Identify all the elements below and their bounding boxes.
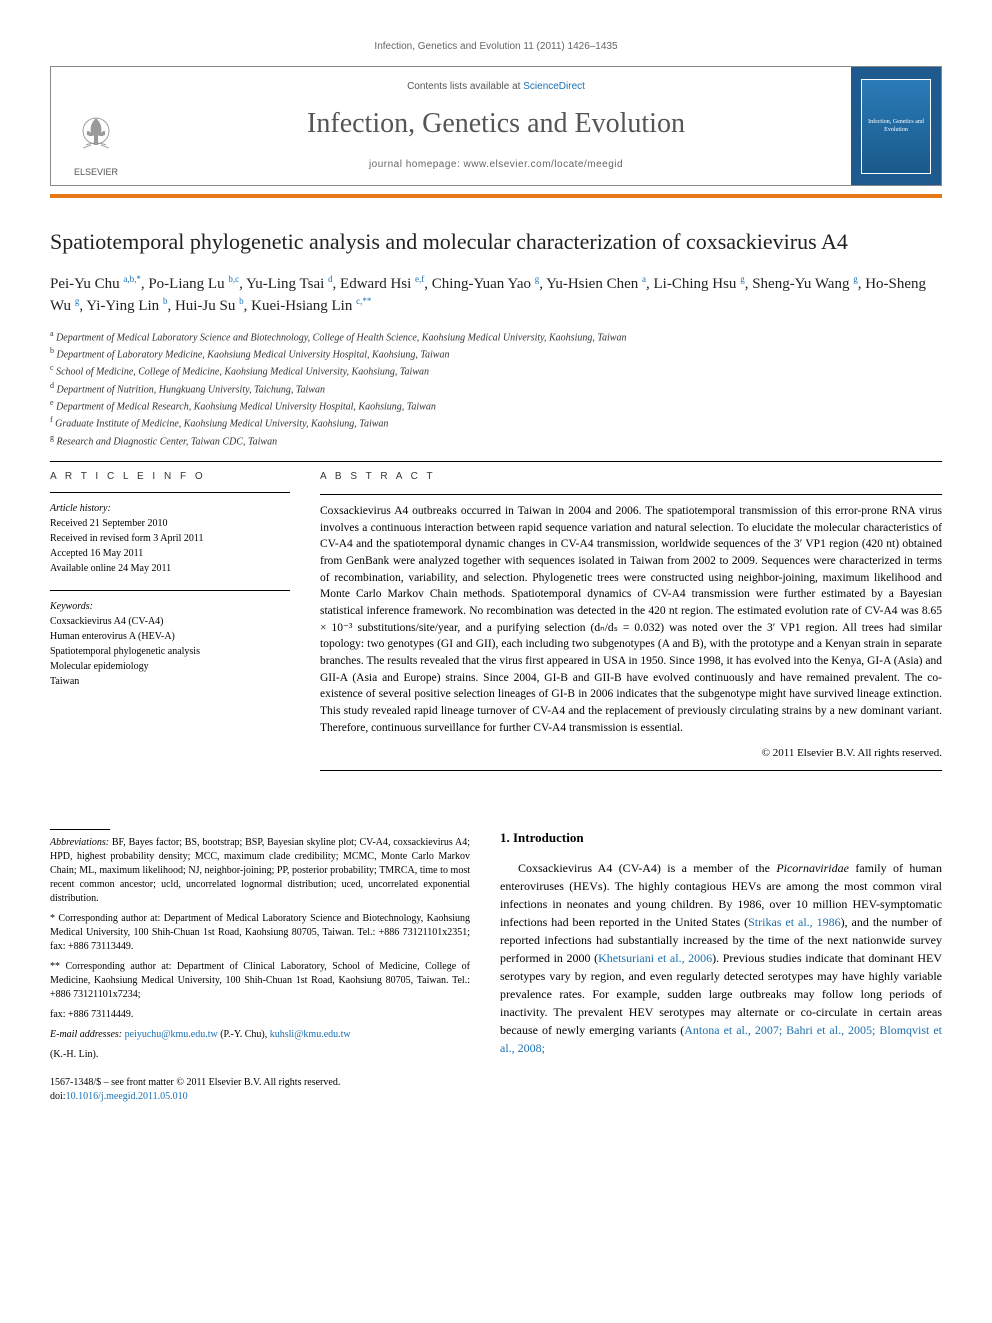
journal-banner: ELSEVIER Contents lists available at Sci… — [50, 66, 942, 186]
history-lines: Received 21 September 2010Received in re… — [50, 516, 290, 576]
doi-prefix: doi: — [50, 1091, 66, 1102]
affiliation-line: g Research and Diagnostic Center, Taiwan… — [50, 432, 942, 449]
contents-available-line: Contents lists available at ScienceDirec… — [407, 80, 585, 94]
cover-thumbnail-area: Infection, Genetics and Evolution — [851, 67, 941, 185]
sciencedirect-link[interactable]: ScienceDirect — [523, 81, 585, 92]
page-container: Infection, Genetics and Evolution 11 (20… — [0, 0, 992, 1144]
email-link-1[interactable]: peiyuchu@kmu.edu.tw — [125, 1029, 218, 1040]
abstract-bottom-divider — [320, 770, 942, 771]
abstract-copyright: © 2011 Elsevier B.V. All rights reserved… — [320, 746, 942, 761]
intro-pre: Coxsackievirus A4 (CV-A4) is a member of… — [518, 861, 776, 875]
article-info-column: A R T I C L E I N F O Article history: R… — [50, 470, 290, 779]
intro-paragraph: Coxsackievirus A4 (CV-A4) is a member of… — [500, 859, 942, 1057]
info-abstract-row: A R T I C L E I N F O Article history: R… — [50, 470, 942, 779]
corresponding-author-2: ** Corresponding author at: Department o… — [50, 960, 470, 1002]
info-divider-2 — [50, 590, 290, 591]
journal-title: Infection, Genetics and Evolution — [307, 104, 685, 143]
doi-line: doi:10.1016/j.meegid.2011.05.010 — [50, 1090, 470, 1104]
footnotes-column: Abbreviations: BF, Bayes factor; BS, boo… — [50, 829, 470, 1104]
email-who-1: (P.-Y. Chu), — [218, 1029, 270, 1040]
corresponding-author-1: * Corresponding author at: Department of… — [50, 912, 470, 954]
keyword-line: Molecular epidemiology — [50, 659, 290, 674]
journal-cover-thumb: Infection, Genetics and Evolution — [861, 79, 931, 174]
keywords-block: Keywords: Coxsackievirus A4 (CV-A4)Human… — [50, 599, 290, 689]
affiliation-line: f Graduate Institute of Medicine, Kaohsi… — [50, 414, 942, 431]
keyword-line: Taiwan — [50, 674, 290, 689]
contents-prefix: Contents lists available at — [407, 81, 523, 92]
corresponding-author-2-fax: fax: +886 73114449. — [50, 1008, 470, 1022]
intro-ref-1[interactable]: Strikas et al., 1986 — [748, 915, 840, 929]
divider-top — [50, 461, 942, 462]
abstract-column: A B S T R A C T Coxsackievirus A4 outbre… — [320, 470, 942, 779]
keyword-line: Human enterovirus A (HEV-A) — [50, 629, 290, 644]
keyword-line: Spatiotemporal phylogenetic analysis — [50, 644, 290, 659]
keywords-label: Keywords: — [50, 599, 290, 614]
email-label: E-mail addresses: — [50, 1029, 122, 1040]
history-line: Received in revised form 3 April 2011 — [50, 531, 290, 546]
citation-line: Infection, Genetics and Evolution 11 (20… — [50, 40, 942, 54]
publisher-name: ELSEVIER — [74, 166, 118, 179]
article-title: Spatiotemporal phylogenetic analysis and… — [50, 228, 942, 257]
journal-homepage: journal homepage: www.elsevier.com/locat… — [369, 158, 623, 172]
affiliation-line: c School of Medicine, College of Medicin… — [50, 362, 942, 379]
publisher-block: ELSEVIER — [51, 67, 141, 185]
article-history-block: Article history: Received 21 September 2… — [50, 501, 290, 576]
banner-center: Contents lists available at ScienceDirec… — [141, 67, 851, 185]
intro-em: Picornaviridae — [776, 861, 849, 875]
elsevier-tree-icon — [71, 113, 121, 163]
abstract-heading: A B S T R A C T — [320, 470, 942, 484]
affiliation-line: a Department of Medical Laboratory Scien… — [50, 328, 942, 345]
footnote-rule — [50, 829, 110, 830]
affiliations-list: a Department of Medical Laboratory Scien… — [50, 328, 942, 449]
abstract-divider — [320, 494, 942, 495]
history-label: Article history: — [50, 501, 290, 516]
history-line: Available online 24 May 2011 — [50, 561, 290, 576]
email-link-2[interactable]: kuhsli@kmu.edu.tw — [270, 1029, 351, 1040]
keyword-line: Coxsackievirus A4 (CV-A4) — [50, 614, 290, 629]
article-info-heading: A R T I C L E I N F O — [50, 470, 290, 484]
abbrev-text: BF, Bayes factor; BS, bootstrap; BSP, Ba… — [50, 837, 470, 904]
intro-ref-2[interactable]: Khetsuriani et al., 2006 — [598, 951, 712, 965]
history-line: Received 21 September 2010 — [50, 516, 290, 531]
doi-link[interactable]: 10.1016/j.meegid.2011.05.010 — [66, 1091, 188, 1102]
history-line: Accepted 16 May 2011 — [50, 546, 290, 561]
lower-row: Abbreviations: BF, Bayes factor; BS, boo… — [50, 829, 942, 1104]
authors-list: Pei-Yu Chu a,b,*, Po-Liang Lu b,c, Yu-Li… — [50, 273, 942, 318]
abbrev-label: Abbreviations: — [50, 837, 109, 848]
orange-divider — [50, 194, 942, 198]
issn-line: 1567-1348/$ – see front matter © 2011 El… — [50, 1076, 470, 1090]
abstract-text: Coxsackievirus A4 outbreaks occurred in … — [320, 503, 942, 736]
email-addresses-line: E-mail addresses: peiyuchu@kmu.edu.tw (P… — [50, 1028, 470, 1042]
abbreviations-footnote: Abbreviations: BF, Bayes factor; BS, boo… — [50, 836, 470, 906]
introduction-column: 1. Introduction Coxsackievirus A4 (CV-A4… — [500, 829, 942, 1104]
intro-heading: 1. Introduction — [500, 829, 942, 847]
affiliation-line: e Department of Medical Research, Kaohsi… — [50, 397, 942, 414]
email-who-2: (K.-H. Lin). — [50, 1048, 470, 1062]
affiliation-line: d Department of Nutrition, Hungkuang Uni… — [50, 380, 942, 397]
info-divider-1 — [50, 492, 290, 493]
doi-block: 1567-1348/$ – see front matter © 2011 El… — [50, 1076, 470, 1104]
keywords-lines: Coxsackievirus A4 (CV-A4)Human enterovir… — [50, 614, 290, 689]
affiliation-line: b Department of Laboratory Medicine, Kao… — [50, 345, 942, 362]
